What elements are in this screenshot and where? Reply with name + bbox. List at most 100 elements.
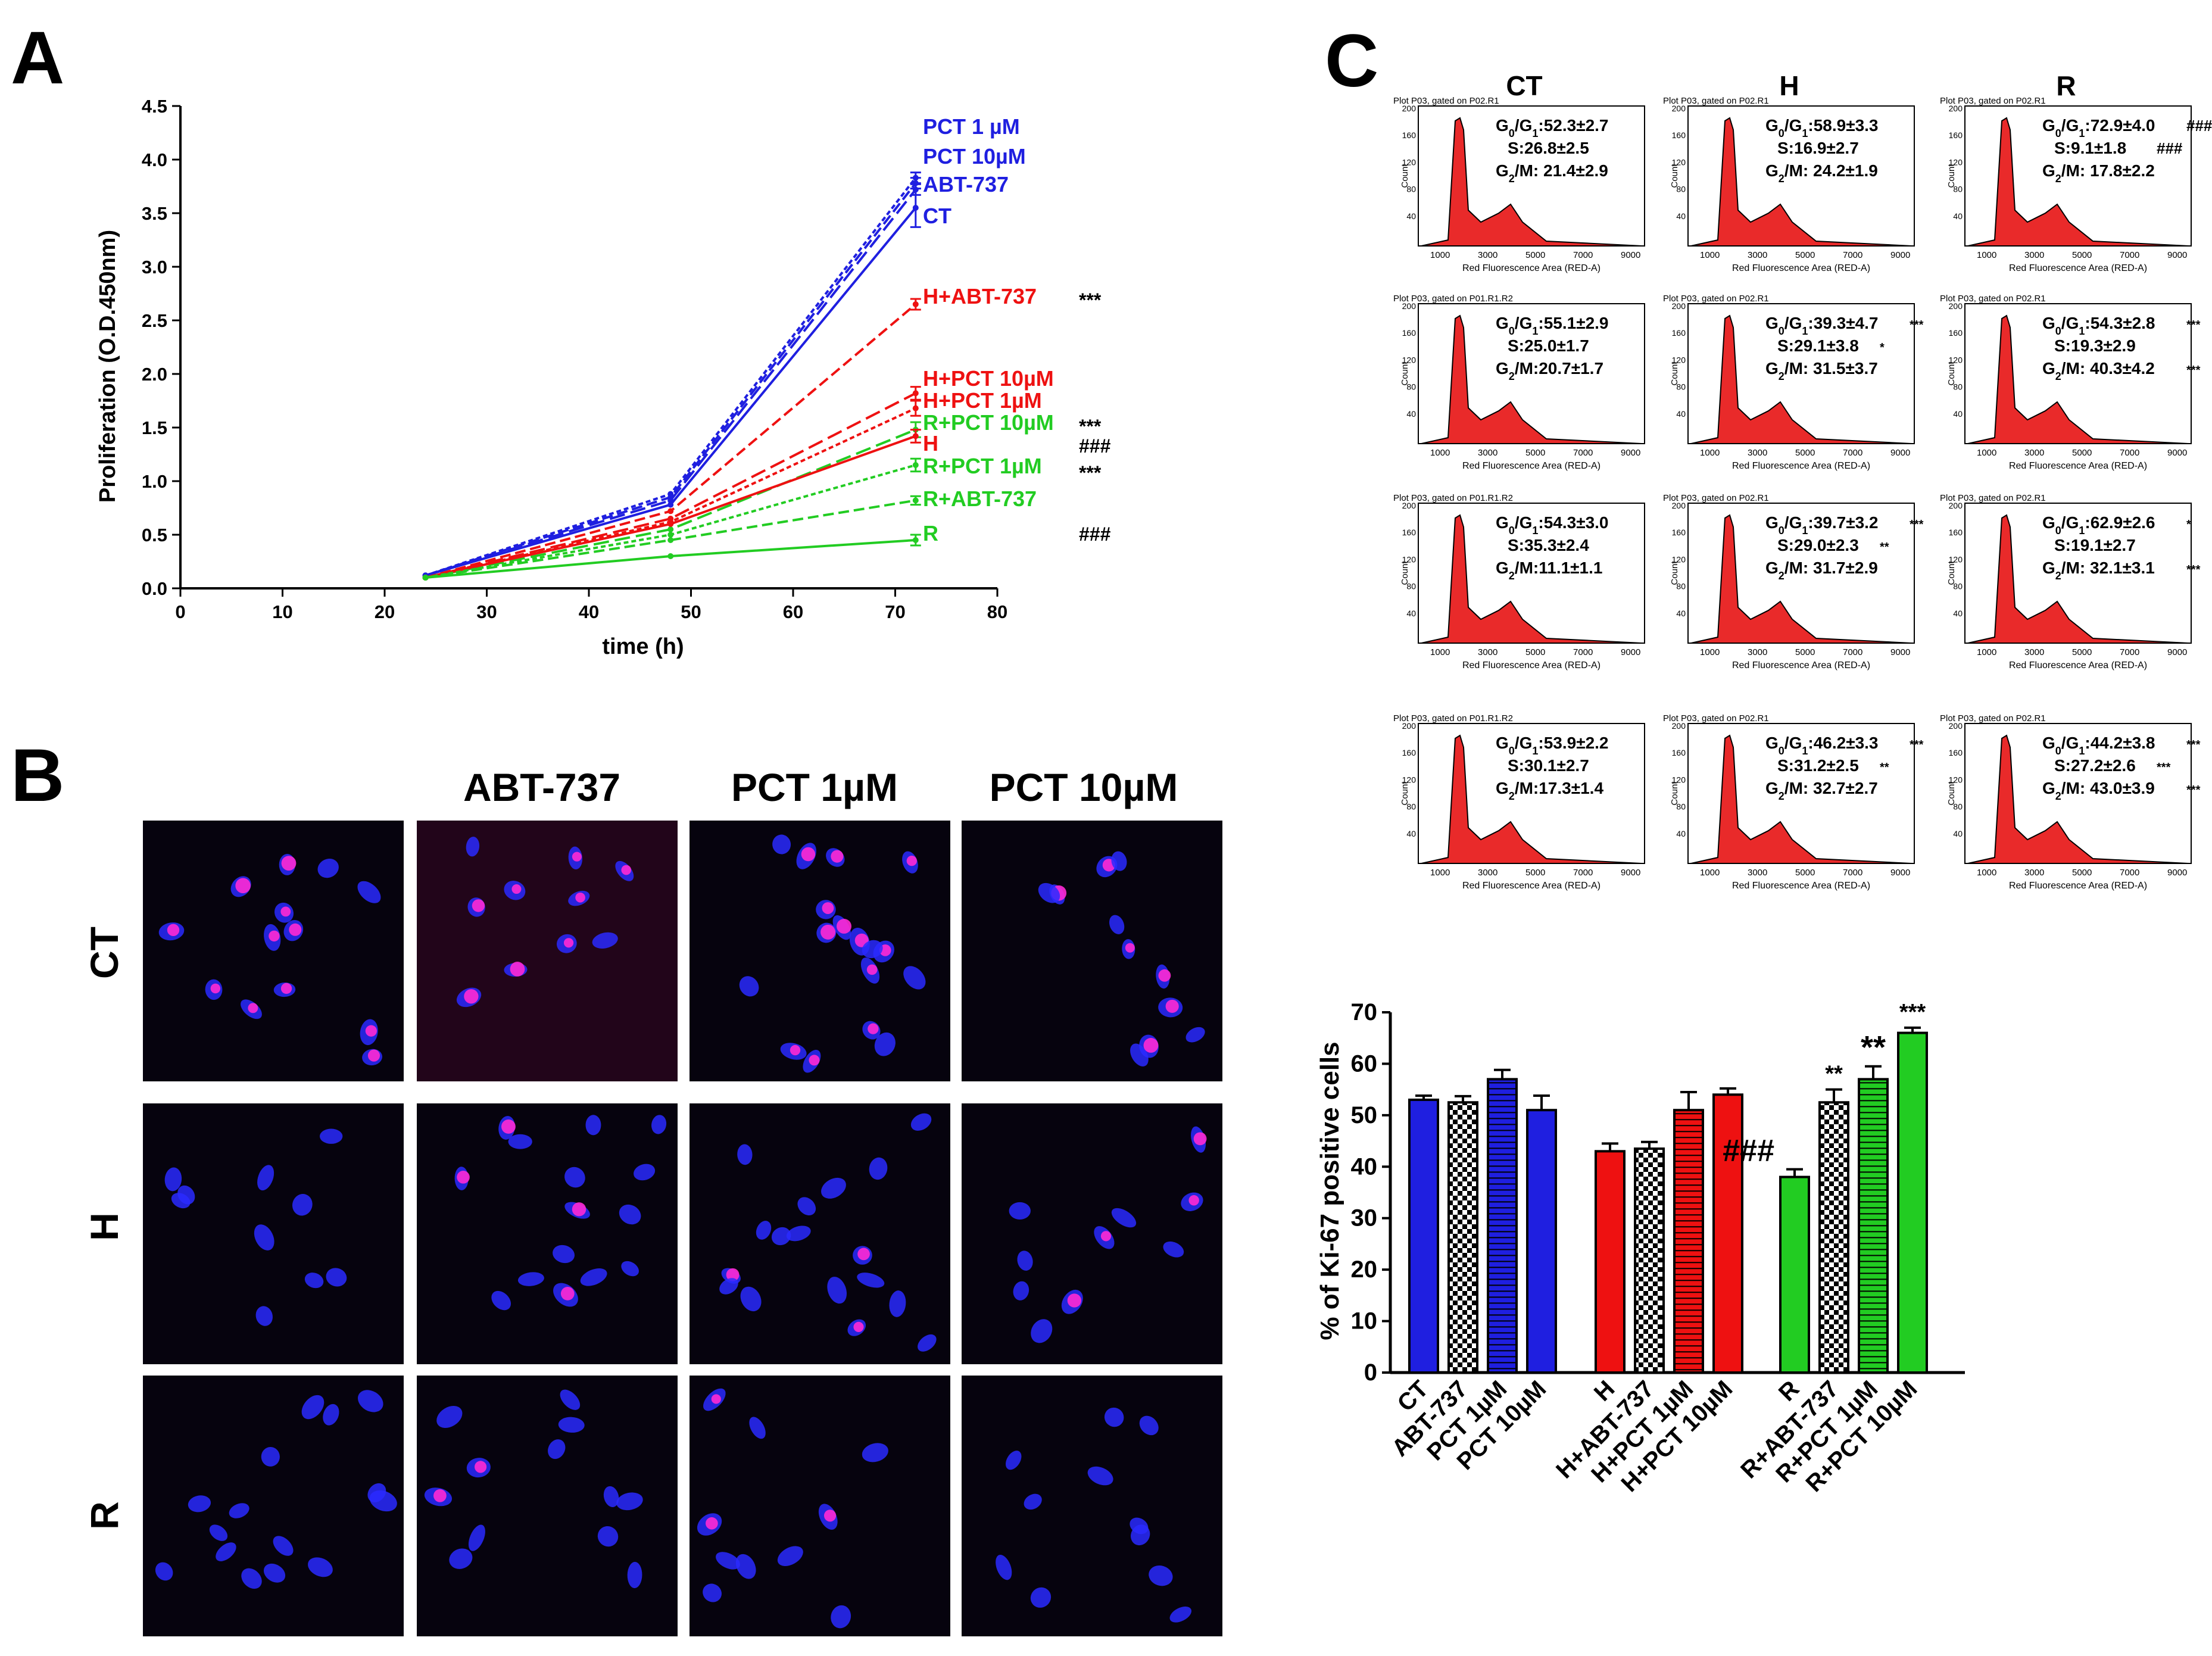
ki67-stain bbox=[511, 884, 522, 894]
nucleus bbox=[1087, 1466, 1113, 1486]
nucleus bbox=[468, 1524, 485, 1551]
y-tick-label: 2.0 bbox=[142, 364, 167, 385]
histogram-y-tick: 40 bbox=[1406, 211, 1416, 221]
nucleus bbox=[1005, 1451, 1022, 1470]
bar-y-tick-label: 20 bbox=[1351, 1256, 1378, 1283]
histogram-x-tick: 5000 bbox=[1795, 250, 1815, 260]
bar-group bbox=[1712, 1087, 1743, 1374]
histogram-x-tick: 1000 bbox=[1430, 250, 1450, 260]
histogram-x-axis-label: Red Fluorescence Area (RED-A) bbox=[1462, 660, 1600, 670]
histogram-y-tick: 80 bbox=[1676, 802, 1686, 812]
ki67-stain bbox=[289, 923, 302, 936]
microscopy-image bbox=[690, 1376, 950, 1636]
histogram-peak bbox=[1421, 734, 1642, 864]
histogram-y-tick: 160 bbox=[1672, 328, 1686, 338]
histogram-title: Plot P03, gated on P02.R1 bbox=[1663, 493, 1769, 503]
bar bbox=[1634, 1147, 1665, 1374]
histogram-x-tick: 3000 bbox=[1478, 448, 1497, 458]
ki67-stain bbox=[801, 847, 816, 862]
histogram-y-tick: 80 bbox=[1406, 185, 1416, 194]
histogram-title: Plot P03, gated on P01.R1.R2 bbox=[1393, 713, 1513, 723]
series-label: H+ABT-737 bbox=[923, 284, 1037, 308]
histogram-x-tick: 9000 bbox=[2167, 250, 2187, 260]
histogram-y-tick: 160 bbox=[1672, 130, 1686, 140]
nucleus bbox=[996, 1554, 1012, 1580]
ki67-stain bbox=[853, 1321, 864, 1332]
nucleus bbox=[1185, 1027, 1205, 1043]
histogram-x-axis-label: Red Fluorescence Area (RED-A) bbox=[2009, 263, 2147, 273]
g0g1-stat: G0/G1:58.9±3.3 bbox=[1765, 116, 1879, 139]
g2m-stat: G2/M:11.1±1.1 bbox=[1496, 559, 1602, 582]
g0g1-stat: G0/G1:62.9±2.6 bbox=[2042, 513, 2155, 537]
histogram-y-axis-label: Count bbox=[1670, 164, 1680, 188]
histogram-x-tick: 3000 bbox=[1748, 448, 1767, 458]
histogram-y-axis-label: Count bbox=[1946, 164, 1957, 188]
microscopy-column-header: PCT 10µM bbox=[990, 765, 1178, 809]
nucleus bbox=[357, 881, 381, 903]
significance-mark: *** bbox=[2186, 784, 2201, 797]
histogram-peak bbox=[1690, 117, 1912, 247]
histogram-x-tick: 5000 bbox=[2072, 868, 2092, 878]
nucleus bbox=[517, 1272, 544, 1286]
nucleus bbox=[257, 1165, 274, 1191]
histogram-y-axis-label: Count bbox=[1670, 561, 1680, 585]
nucleus bbox=[358, 1390, 383, 1412]
histogram-x-tick: 5000 bbox=[1525, 647, 1545, 657]
nucleus bbox=[869, 1157, 888, 1180]
significance-mark: *** bbox=[1910, 319, 1924, 332]
histogram-x-axis-label: Red Fluorescence Area (RED-A) bbox=[1732, 461, 1870, 471]
nucleus bbox=[1130, 1517, 1149, 1535]
microscopy-image bbox=[417, 1103, 678, 1364]
histogram-x-tick: 3000 bbox=[1748, 250, 1767, 260]
histogram-x-tick: 1000 bbox=[1430, 868, 1450, 878]
histogram-y-tick: 200 bbox=[1402, 501, 1417, 510]
histogram-x-axis-label: Red Fluorescence Area (RED-A) bbox=[1462, 263, 1600, 273]
ki67-stain bbox=[365, 1025, 377, 1037]
histogram-x-tick: 7000 bbox=[2120, 868, 2139, 878]
ki67-stain bbox=[837, 918, 851, 934]
histogram-title: Plot P03, gated on P02.R1 bbox=[1393, 96, 1499, 106]
histogram-y-tick: 40 bbox=[1953, 211, 1963, 221]
bar-group bbox=[1595, 1142, 1626, 1374]
bar-y-tick-label: 30 bbox=[1351, 1205, 1378, 1231]
nucleus bbox=[1111, 1208, 1137, 1228]
histogram-y-tick: 200 bbox=[1949, 501, 1963, 510]
cell-cycle-histogram-grid: CT H R Plot P03, gated on P02.R1 Count 40 80 12… bbox=[1393, 70, 2212, 891]
nucleus bbox=[308, 1557, 333, 1577]
s-phase-stat: S:35.3±2.4 bbox=[1508, 536, 1589, 554]
g2m-stat: G2/M: 24.2±1.9 bbox=[1765, 161, 1878, 185]
nucleus bbox=[889, 1290, 906, 1317]
bar-group bbox=[1897, 1026, 1928, 1374]
histogram-x-tick: 3000 bbox=[1748, 868, 1767, 878]
histogram-y-tick: 40 bbox=[1676, 609, 1686, 618]
nucleus bbox=[1009, 1202, 1031, 1220]
histogram-x-tick: 7000 bbox=[1573, 250, 1593, 260]
histogram-y-tick: 40 bbox=[1676, 211, 1686, 221]
histogram-cell: Plot P03, gated on P02.R1 Count 40 80 120 160… bbox=[1940, 294, 2201, 471]
histogram-title: Plot P03, gated on P01.R1.R2 bbox=[1393, 493, 1513, 503]
histogram-x-tick: 5000 bbox=[2072, 647, 2092, 657]
nucleus bbox=[1030, 1587, 1052, 1608]
g2m-stat: G2/M:17.3±1.4 bbox=[1496, 779, 1603, 802]
histogram-y-tick: 40 bbox=[1406, 409, 1416, 419]
histogram-cell: Plot P03, gated on P02.R1 Count 40 80 120 160… bbox=[1663, 96, 1915, 273]
histogram-y-tick: 160 bbox=[1402, 130, 1417, 140]
histogram-x-tick: 3000 bbox=[2024, 868, 2044, 878]
microscopy-row-label: H bbox=[82, 1212, 126, 1241]
histogram-x-tick: 3000 bbox=[1478, 647, 1497, 657]
significance-mark: ### bbox=[2157, 139, 2183, 157]
histogram-x-tick: 5000 bbox=[1795, 868, 1815, 878]
histogram-x-axis-label: Red Fluorescence Area (RED-A) bbox=[1732, 881, 1870, 891]
ki67-stain bbox=[572, 852, 582, 862]
histogram-title: Plot P03, gated on P01.R1.R2 bbox=[1393, 294, 1513, 304]
nucleus bbox=[740, 1286, 762, 1312]
nucleus bbox=[737, 1144, 753, 1165]
histogram-y-tick: 200 bbox=[1949, 104, 1963, 113]
ki67-bar-chart: % of Ki-67 positive cells 0 10 20 30 40 50 60 7… bbox=[1315, 999, 1965, 1497]
nucleus bbox=[831, 1605, 851, 1629]
y-axis-label: Proliferation (O.D.450nm) bbox=[95, 230, 120, 503]
ki67-stain bbox=[820, 924, 836, 940]
histogram-x-axis-label: Red Fluorescence Area (RED-A) bbox=[2009, 660, 2147, 670]
significance-mark: ### bbox=[1079, 435, 1111, 457]
panel-letter-c: C bbox=[1325, 20, 1378, 102]
